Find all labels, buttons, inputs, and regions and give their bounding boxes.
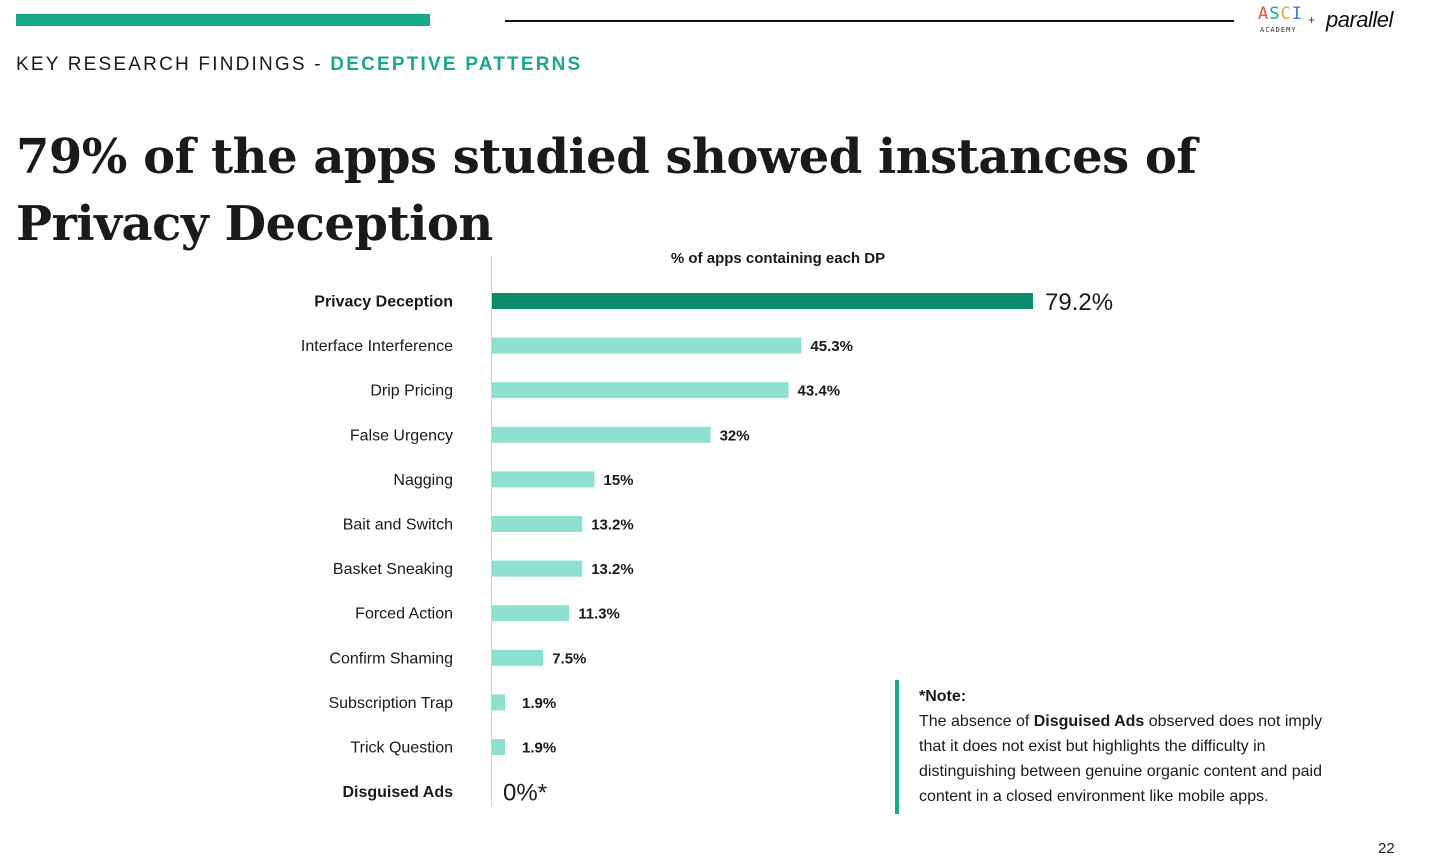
brand-logos: ASCI ACADEMY + parallel [1258,4,1418,40]
value-label: 15% [604,472,634,489]
section-eyebrow: KEY RESEARCH FINDINGS - DECEPTIVE PATTER… [16,53,582,77]
value-label: 79.2% [1045,289,1113,316]
bar [492,694,505,711]
top-divider-line [505,20,1234,22]
category-label: Privacy Deception [314,294,453,311]
asci-academy-text: ACADEMY [1260,26,1297,34]
value-label: 11.3% [578,606,620,623]
bar [492,471,595,488]
note-emphasis: Disguised Ads [1033,713,1145,730]
eyebrow-topic: DECEPTIVE PATTERNS [330,54,583,75]
category-label: Trick Question [350,740,453,757]
value-label: 13.2% [591,517,634,534]
category-label: Subscription Trap [328,695,453,712]
top-accent-bar [16,14,430,26]
chart-title: % of apps containing each DP [671,250,885,267]
category-label: Bait and Switch [343,517,453,534]
bar [492,560,583,577]
category-label: Drip Pricing [370,383,453,400]
value-label: 13.2% [591,561,634,578]
value-label: 32% [720,427,750,444]
value-label: 45.3% [810,338,853,355]
parallel-logo: parallel [1326,7,1393,32]
asci-logo-letter: A [1258,4,1270,24]
value-label: 0%* [503,780,547,807]
note-title: *Note: [919,688,967,705]
value-label: 43.4% [798,383,841,400]
note-text: observed does not imply that it does not… [919,713,1323,805]
logo-plus: + [1308,13,1316,27]
slide-headline: 79% of the apps studied showed instances… [16,129,1197,252]
bar [492,337,802,354]
asci-logo-letter: S [1269,4,1281,24]
category-label: Disguised Ads [342,784,453,801]
bar [492,516,583,532]
category-label: Nagging [393,472,453,489]
bar [492,293,1033,309]
value-label: 1.9% [522,695,556,712]
bar [492,739,505,755]
asci-logo-letter: I [1291,4,1303,24]
bar [492,605,570,622]
asci-logo-letter: C [1280,4,1292,24]
note-text: The absence of [919,713,1034,730]
value-label: 1.9% [522,740,556,757]
category-label: Basket Sneaking [333,561,453,578]
bar [492,382,789,399]
category-label: False Urgency [350,427,453,444]
category-label: Forced Action [355,606,453,623]
page-number: 22 [1378,840,1395,857]
bar [492,426,711,443]
bars-layer: Privacy Deception 79.2% Interface Interfer… [301,289,1113,807]
note-callout: *Note: The absence of Disguised Ads obse… [895,680,1345,814]
asci-logo: ASCI [1258,4,1303,24]
note-body: The absence of Disguised Ads observed do… [919,709,1345,809]
bar [492,649,544,666]
eyebrow-prefix: KEY RESEARCH FINDINGS - [16,54,331,75]
value-label: 7.5% [552,650,586,667]
category-label: Interface Interference [301,338,453,355]
category-label: Confirm Shaming [329,650,453,667]
